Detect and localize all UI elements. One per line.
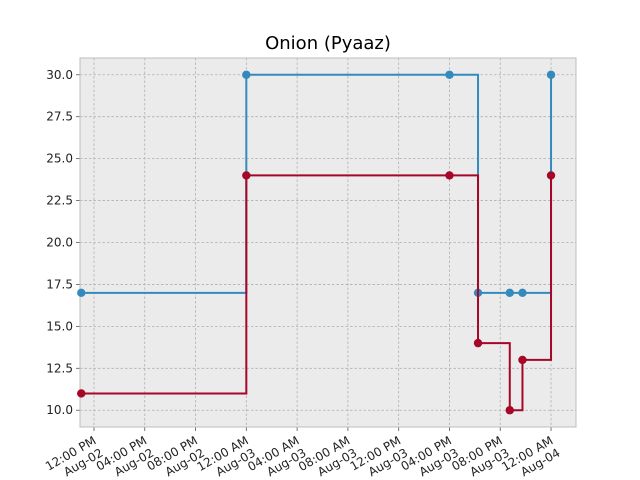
x-tick-label: 08:00 PMAug-03 (449, 433, 511, 480)
x-tick-label: 04:00 PMAug-02 (94, 433, 156, 480)
y-tick-label: 15.0 (46, 319, 73, 333)
series-0-point (518, 288, 527, 298)
x-tick-label: 08:00 PMAug-02 (145, 433, 207, 480)
series-0-point (505, 288, 514, 298)
x-tick-label: 04:00 PMAug-03 (398, 433, 460, 480)
y-tick-label: 20.0 (46, 236, 73, 250)
x-tick-label: 12:00 PMAug-02 (43, 433, 105, 480)
y-tick-label: 27.5 (46, 110, 73, 124)
y-tick-label: 12.5 (46, 361, 73, 375)
y-tick-label: 25.0 (46, 152, 73, 166)
chart-title: Onion (Pyaaz) (265, 33, 391, 54)
x-tick-label: 12:00 AMAug-04 (499, 433, 562, 480)
series-1-point (518, 355, 527, 365)
series-0-point (242, 70, 251, 79)
series-1-point (505, 406, 514, 415)
y-tick-label: 10.0 (46, 403, 73, 417)
x-tick-label: 12:00 AMAug-03 (194, 433, 257, 480)
series-layer (77, 70, 556, 415)
series-1-line (81, 174, 553, 412)
x-tick-label: 04:00 AMAug-03 (245, 433, 308, 480)
series-0-point (77, 288, 86, 298)
series-1-point (242, 171, 251, 180)
series-1-point (473, 338, 483, 348)
y-tick-label: 22.5 (46, 194, 73, 208)
x-tick-label: 12:00 PMAug-03 (348, 433, 410, 480)
series-0-point (546, 70, 556, 79)
y-tick-label: 30.0 (46, 68, 73, 82)
series-0-point (445, 70, 454, 79)
x-tick-label: 08:00 AMAug-03 (296, 433, 359, 480)
plot-frame (79, 57, 577, 428)
series-1-point (445, 171, 454, 180)
series-1-point (77, 389, 86, 398)
series-1-point (546, 171, 556, 180)
y-tick-label: 17.5 (46, 277, 73, 291)
